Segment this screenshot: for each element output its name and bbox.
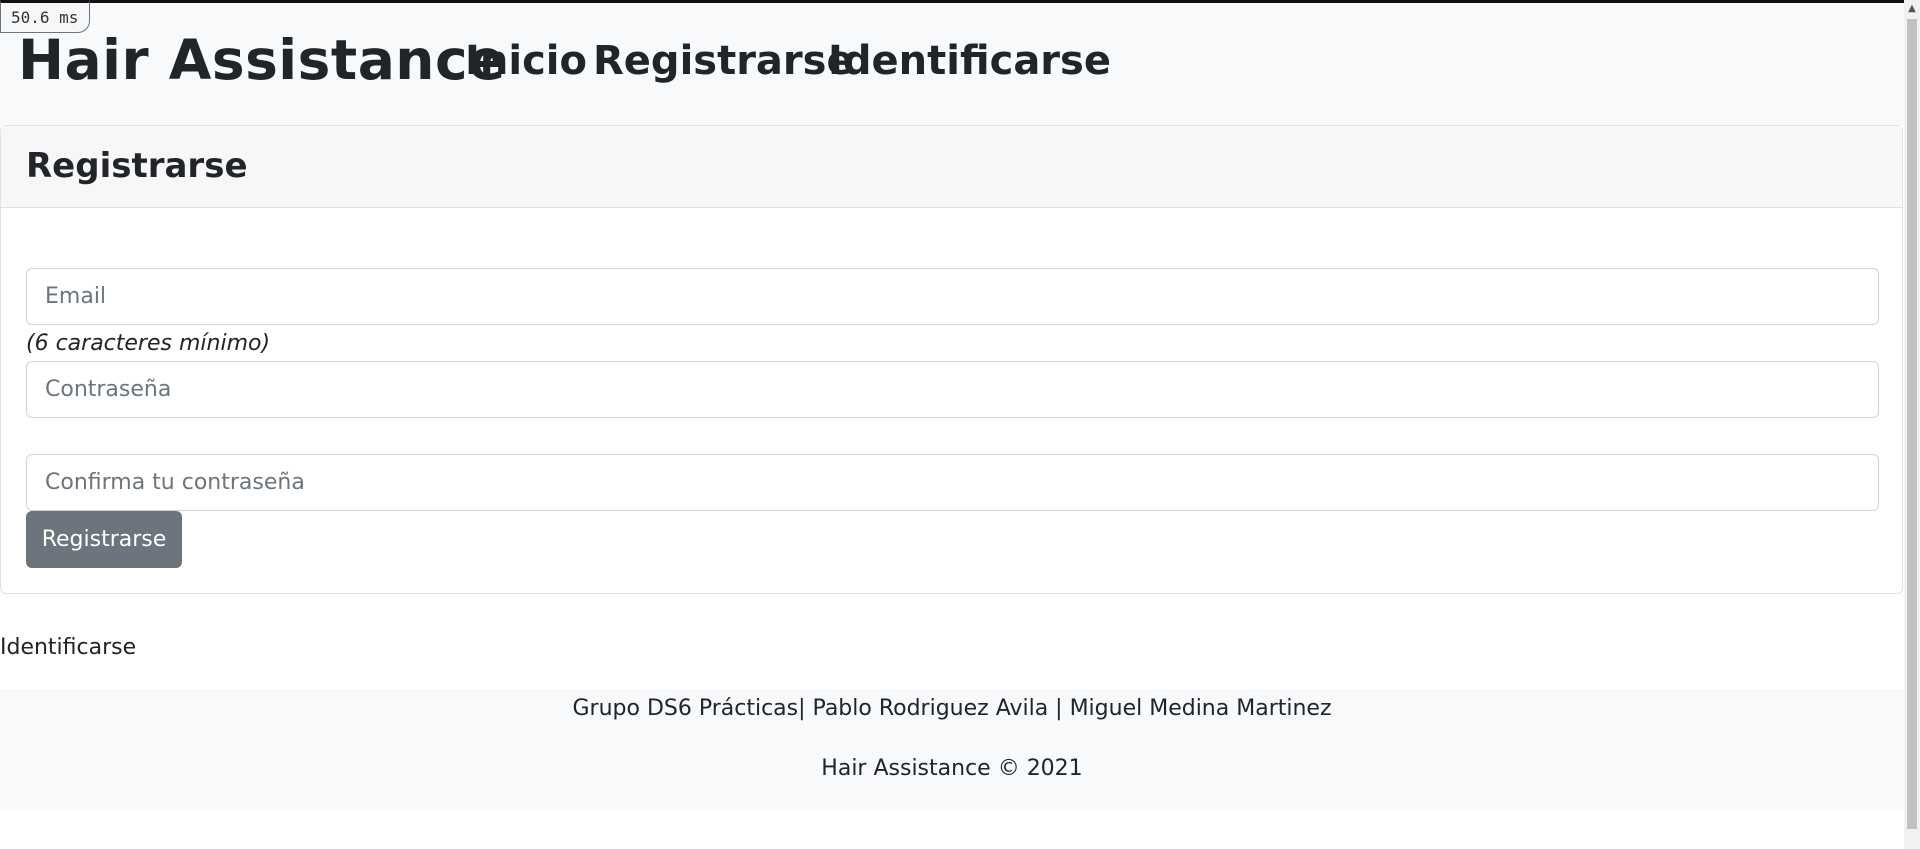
brand-logo[interactable]: Hair Assistance (18, 28, 506, 92)
password-hint: (6 caracteres mínimo) (26, 331, 271, 356)
footer-credits: Grupo DS6 Prácticas| Pablo Rodriguez Avi… (572, 696, 1332, 721)
vertical-scrollbar[interactable]: ▲ (1904, 0, 1920, 849)
register-button[interactable]: Registrarse (26, 511, 182, 568)
nav-link-identificarse[interactable]: Identificarse (828, 38, 1111, 84)
scrollbar-thumb[interactable] (1907, 19, 1917, 829)
card-title: Registrarse (26, 146, 248, 186)
scroll-up-arrow-icon[interactable]: ▲ (1908, 3, 1916, 14)
top-border (0, 0, 1904, 3)
email-field[interactable] (26, 268, 1879, 325)
render-time-badge: 50.6 ms (0, 0, 90, 33)
card-header: Registrarse (1, 126, 1902, 208)
footer: Grupo DS6 Prácticas| Pablo Rodriguez Avi… (0, 689, 1904, 810)
login-link[interactable]: Identificarse (0, 635, 137, 660)
nav-link-registrarse[interactable]: Registrarse (593, 38, 854, 84)
navbar: Hair Assistance Inicio Registrarse Ident… (0, 3, 1904, 125)
nav-link-inicio[interactable]: Inicio (465, 38, 587, 84)
register-card: Registrarse (6 caracteres mínimo) Regist… (0, 125, 1903, 594)
confirm-password-field[interactable] (26, 454, 1879, 511)
footer-copyright: Hair Assistance © 2021 (821, 756, 1083, 781)
password-field[interactable] (26, 361, 1879, 418)
